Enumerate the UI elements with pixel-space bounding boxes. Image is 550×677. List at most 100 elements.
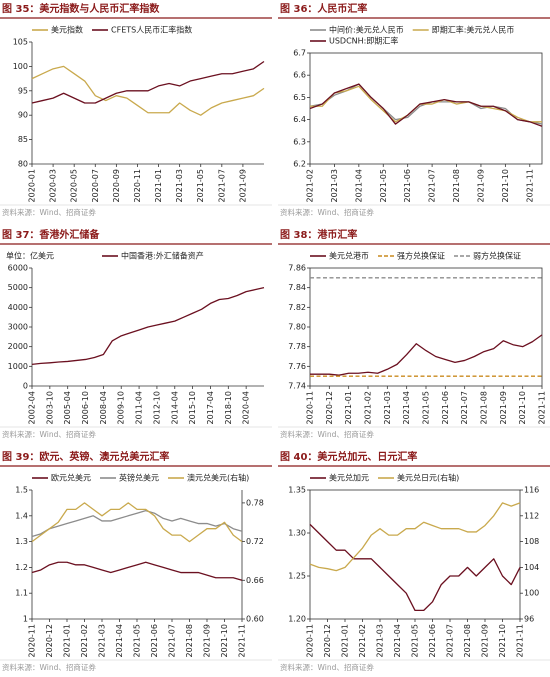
x-tick-label: 2020-12 xyxy=(45,624,54,657)
panel-title: 图 36：人民币汇率 xyxy=(280,2,367,15)
x-tick-label: 2014-04 xyxy=(170,391,179,424)
y-tick-label: 95 xyxy=(18,86,28,95)
legend-label: 欧元兑美元 xyxy=(51,473,91,483)
x-tick-label: 2020-11 xyxy=(133,169,142,202)
y-tick-label: 6.5 xyxy=(293,93,306,102)
x-tick-label: 2021-10 xyxy=(498,624,507,657)
source-note: 资料来源：Wind、招商证券 xyxy=(280,429,374,439)
panel-title: 图 39：欧元、英镑、澳元兑美元汇率 xyxy=(2,450,169,463)
legend-label: 即期汇率:美元兑人民币 xyxy=(432,25,515,35)
y-tick-label: 1 xyxy=(23,615,28,624)
unit-label: 单位：亿美元 xyxy=(6,251,54,261)
x-tick-label: 2021-03 xyxy=(175,169,184,202)
y-tick-label: 85 xyxy=(18,135,28,144)
y-tick-label: 7.76 xyxy=(288,362,306,371)
x-tick-label: 2021-11 xyxy=(516,624,525,657)
legend-label: 弱方兑换保证 xyxy=(473,251,521,261)
x-tick-label: 2021-06 xyxy=(403,169,412,202)
y-tick-label: 7.86 xyxy=(288,264,306,273)
y2-tick-label: 100 xyxy=(524,589,539,598)
y-tick-label: 1.4 xyxy=(15,511,28,520)
x-tick-label: 2021-11 xyxy=(238,624,247,657)
source-note: 资料来源：Wind、招商证券 xyxy=(2,207,96,217)
x-tick-label: 2021-05 xyxy=(379,169,388,202)
x-tick-label: 2021-11 xyxy=(525,169,534,202)
x-tick-label: 2021-09 xyxy=(238,169,247,202)
x-tick-label: 2003-10 xyxy=(45,391,54,424)
x-tick-label: 2021-06 xyxy=(428,624,437,657)
legend-label: 中间价:美元兑人民币 xyxy=(329,25,404,35)
y2-tick-label: 116 xyxy=(524,486,539,495)
x-tick-label: 2021-05 xyxy=(411,624,420,657)
x-tick-label: 2021-10 xyxy=(518,391,527,424)
x-tick-label: 2021-03 xyxy=(376,624,385,657)
y-tick-label: 80 xyxy=(18,160,28,169)
y2-tick-label: 0.78 xyxy=(246,498,264,507)
x-tick-label: 2021-06 xyxy=(150,624,159,657)
y2-tick-label: 0.60 xyxy=(246,615,264,624)
legend-label: 美元兑加元 xyxy=(329,473,369,483)
x-tick-label: 2021-03 xyxy=(383,391,392,424)
x-tick-label: 2018-10 xyxy=(224,391,233,424)
y-tick-label: 1.25 xyxy=(288,572,306,581)
x-tick-label: 2021-09 xyxy=(476,169,485,202)
series-line xyxy=(31,60,265,104)
x-tick-label: 2021-07 xyxy=(446,624,455,657)
legend-label: 美元兑港币 xyxy=(329,251,369,261)
series-line xyxy=(31,509,243,538)
x-tick-label: 2021-04 xyxy=(354,169,363,202)
series-line xyxy=(31,502,243,543)
x-tick-label: 2021-10 xyxy=(220,624,229,657)
x-tick-label: 2021-09 xyxy=(481,624,490,657)
x-tick-label: 2021-05 xyxy=(133,624,142,657)
x-tick-label: 2020-04 xyxy=(242,391,251,424)
y-tick-label: 6.3 xyxy=(293,137,306,146)
source-note: 资料来源：Wind、招商证券 xyxy=(280,207,374,217)
x-tick-label: 2021-08 xyxy=(185,624,194,657)
x-tick-label: 2021-01 xyxy=(344,391,353,424)
x-tick-label: 2021-01 xyxy=(341,624,350,657)
plot-frame xyxy=(309,52,543,165)
x-tick-label: 2006-10 xyxy=(81,391,90,424)
x-tick-label: 2012-10 xyxy=(152,391,161,424)
y2-tick-label: 96 xyxy=(524,615,534,624)
x-tick-label: 2021-10 xyxy=(501,169,510,202)
y-tick-label: 7.80 xyxy=(288,323,306,332)
x-tick-label: 2021-04 xyxy=(393,624,402,657)
legend-label: 中国香港:外汇储备资产 xyxy=(121,251,204,261)
legend-label: 美元兑日元(右轴) xyxy=(397,473,459,483)
x-tick-label: 2020-11 xyxy=(28,624,37,657)
x-tick-label: 2020-03 xyxy=(49,169,58,202)
x-tick-label: 2020-07 xyxy=(91,169,100,202)
panel-title: 图 37：香港外汇储备 xyxy=(2,228,100,241)
series-line xyxy=(310,334,543,376)
x-tick-label: 2021-07 xyxy=(168,624,177,657)
y-tick-label: 100 xyxy=(13,62,28,71)
x-tick-label: 2005-04 xyxy=(63,391,72,424)
panel-title: 图 38：港币汇率 xyxy=(280,228,357,241)
x-tick-label: 2021-01 xyxy=(154,169,163,202)
plot-frame xyxy=(309,489,521,620)
x-tick-label: 2021-02 xyxy=(80,624,89,657)
series-line xyxy=(309,523,521,612)
x-tick-label: 2021-05 xyxy=(196,169,205,202)
series-line xyxy=(31,561,243,581)
legend-label: 澳元兑美元(右轴) xyxy=(187,473,249,483)
source-note: 资料来源：Wind、招商证券 xyxy=(2,429,96,439)
series-line xyxy=(309,83,543,127)
x-tick-label: 2021-05 xyxy=(422,391,431,424)
x-tick-label: 2020-11 xyxy=(306,391,315,424)
x-tick-label: 2021-09 xyxy=(203,624,212,657)
x-tick-label: 2021-08 xyxy=(480,391,489,424)
x-tick-label: 2021-02 xyxy=(358,624,367,657)
x-tick-label: 2020-01 xyxy=(28,169,37,202)
y2-tick-label: 108 xyxy=(524,537,539,546)
y2-tick-label: 0.72 xyxy=(246,537,264,546)
x-tick-label: 2021-04 xyxy=(402,391,411,424)
source-note: 资料来源：Wind、招商证券 xyxy=(2,662,96,672)
x-tick-label: 2020-05 xyxy=(70,169,79,202)
y-tick-label: 1.30 xyxy=(288,529,306,538)
x-tick-label: 2021-11 xyxy=(538,391,547,424)
x-tick-label: 2011-04 xyxy=(135,391,144,424)
